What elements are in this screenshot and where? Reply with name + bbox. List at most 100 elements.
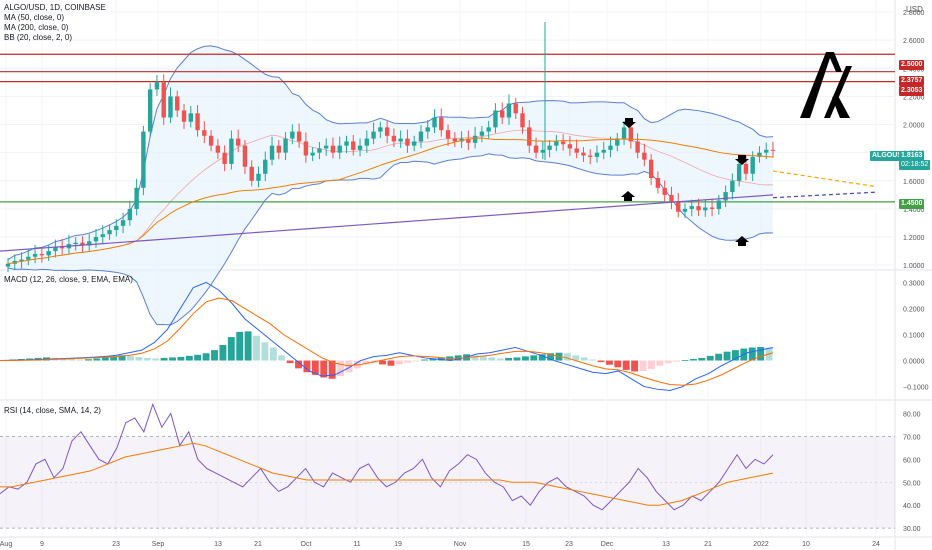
level-tag-1-4500: 1.4500: [899, 199, 925, 209]
candle-body: [188, 113, 193, 122]
candle-body: [310, 152, 315, 156]
candle-body: [100, 234, 105, 238]
candle-body: [405, 138, 410, 146]
macd-histogram-bar: [572, 355, 580, 361]
ma50-projection: [772, 170, 876, 188]
macd-histogram-bar: [194, 354, 202, 361]
macd-histogram-bar: [177, 356, 185, 361]
time-tick-label: 11: [353, 541, 360, 548]
candle-body: [378, 127, 383, 132]
candle-body: [263, 159, 268, 174]
macd-histogram-bar: [589, 359, 597, 361]
candle-body: [411, 141, 417, 146]
macd-histogram-bar: [656, 360, 664, 366]
macd-line: [0, 281, 774, 391]
candle-body: [770, 149, 776, 151]
macd-histogram-bar: [295, 360, 302, 369]
macd-histogram-bar: [143, 357, 151, 361]
candle-body: [594, 152, 600, 157]
macd-histogram-bar: [269, 347, 277, 361]
macd-histogram-bar: [614, 360, 622, 368]
candle-body: [134, 187, 139, 209]
candle-body: [696, 206, 701, 211]
candle-body: [662, 187, 667, 195]
candle-body: [202, 130, 207, 136]
price-tick-label: 2.8000: [903, 10, 925, 17]
candle-body: [554, 141, 559, 146]
candle-body: [750, 156, 755, 174]
price-tick-label: 1.0000: [903, 263, 925, 270]
candle-body: [547, 145, 552, 150]
macd-histogram-bar: [286, 360, 294, 364]
rsi-tick-label: 80.00: [903, 411, 921, 418]
candle-body: [615, 138, 620, 146]
macd-tick-label: 0.1000: [903, 333, 925, 340]
candle-body: [73, 242, 78, 245]
macd-histogram-bar: [563, 353, 571, 361]
candles: [5, 22, 776, 273]
macd-histogram-bar: [681, 360, 689, 361]
macd-histogram-bar: [362, 360, 370, 365]
candle-body: [269, 145, 275, 160]
rsi-pane: [0, 402, 895, 529]
macd-histogram-bar: [118, 355, 126, 361]
price-tick-label: 2.2000: [903, 94, 925, 101]
rsi-tick-label: 50.00: [903, 480, 921, 487]
arrow-down-icon: [735, 155, 749, 165]
macd-histogram-bar: [639, 360, 647, 371]
macd-histogram-bar: [412, 360, 420, 362]
candle-body: [59, 246, 65, 249]
macd-histogram-bar: [85, 359, 92, 361]
candle-body: [567, 144, 573, 149]
candle-body: [364, 138, 370, 146]
macd-histogram-bar: [421, 359, 429, 361]
candle-body: [466, 138, 471, 143]
candle-body: [635, 141, 640, 153]
candle-body: [141, 131, 146, 188]
horizontal-levels[interactable]: [0, 53, 895, 203]
macd-histogram-bar: [597, 360, 605, 363]
candle-body: [703, 207, 708, 211]
macd-histogram-bar: [479, 356, 487, 361]
candle-body: [574, 148, 579, 153]
time-tick-label: 13: [214, 541, 222, 548]
candle-body: [330, 145, 336, 153]
rsi-tick-label: 30.00: [903, 526, 921, 533]
time-tick-label: Oct: [301, 541, 312, 548]
time-tick-label: 19: [394, 541, 402, 548]
candle-body: [486, 127, 491, 132]
macd-histogram-bar: [320, 360, 328, 378]
time-tick-label: 23: [565, 541, 573, 548]
level-tag-2-3053: 2.3053: [899, 86, 925, 96]
macd-tick-label: 0.0000: [903, 359, 925, 366]
candle-body: [303, 141, 309, 156]
candle-body: [723, 192, 728, 201]
candle-body: [628, 127, 634, 142]
candle-body: [445, 130, 451, 139]
countdown-tag: 02:18:52: [899, 160, 931, 170]
price-tick-label: 2.6000: [903, 38, 925, 45]
level-tag-2-5000: 2.5000: [899, 60, 925, 70]
macd-histogram-bar: [404, 360, 412, 363]
candle-body: [730, 180, 735, 193]
candle-body: [296, 131, 302, 142]
macd-histogram-bar: [345, 360, 353, 373]
time-tick-label: 13: [662, 541, 670, 548]
candle-body: [371, 131, 376, 139]
candle-body: [80, 242, 85, 246]
macd-histogram-bar: [395, 360, 403, 365]
macd-signal-line: [0, 297, 774, 386]
candle-body: [5, 263, 11, 267]
rsi-ma-line: [0, 442, 774, 506]
macd-histogram-bar: [244, 331, 252, 361]
candle-body: [229, 138, 234, 164]
candle-body: [601, 149, 606, 153]
candle-body: [709, 207, 715, 209]
candle-body: [317, 148, 322, 153]
candle-body: [120, 220, 126, 226]
algorand-logo: [800, 52, 852, 118]
time-tick-label: Aug: [0, 541, 12, 548]
time-tick-label: 9: [40, 541, 44, 548]
macd-histogram-bar: [253, 335, 260, 361]
time-tick-label: 2022: [753, 541, 769, 548]
